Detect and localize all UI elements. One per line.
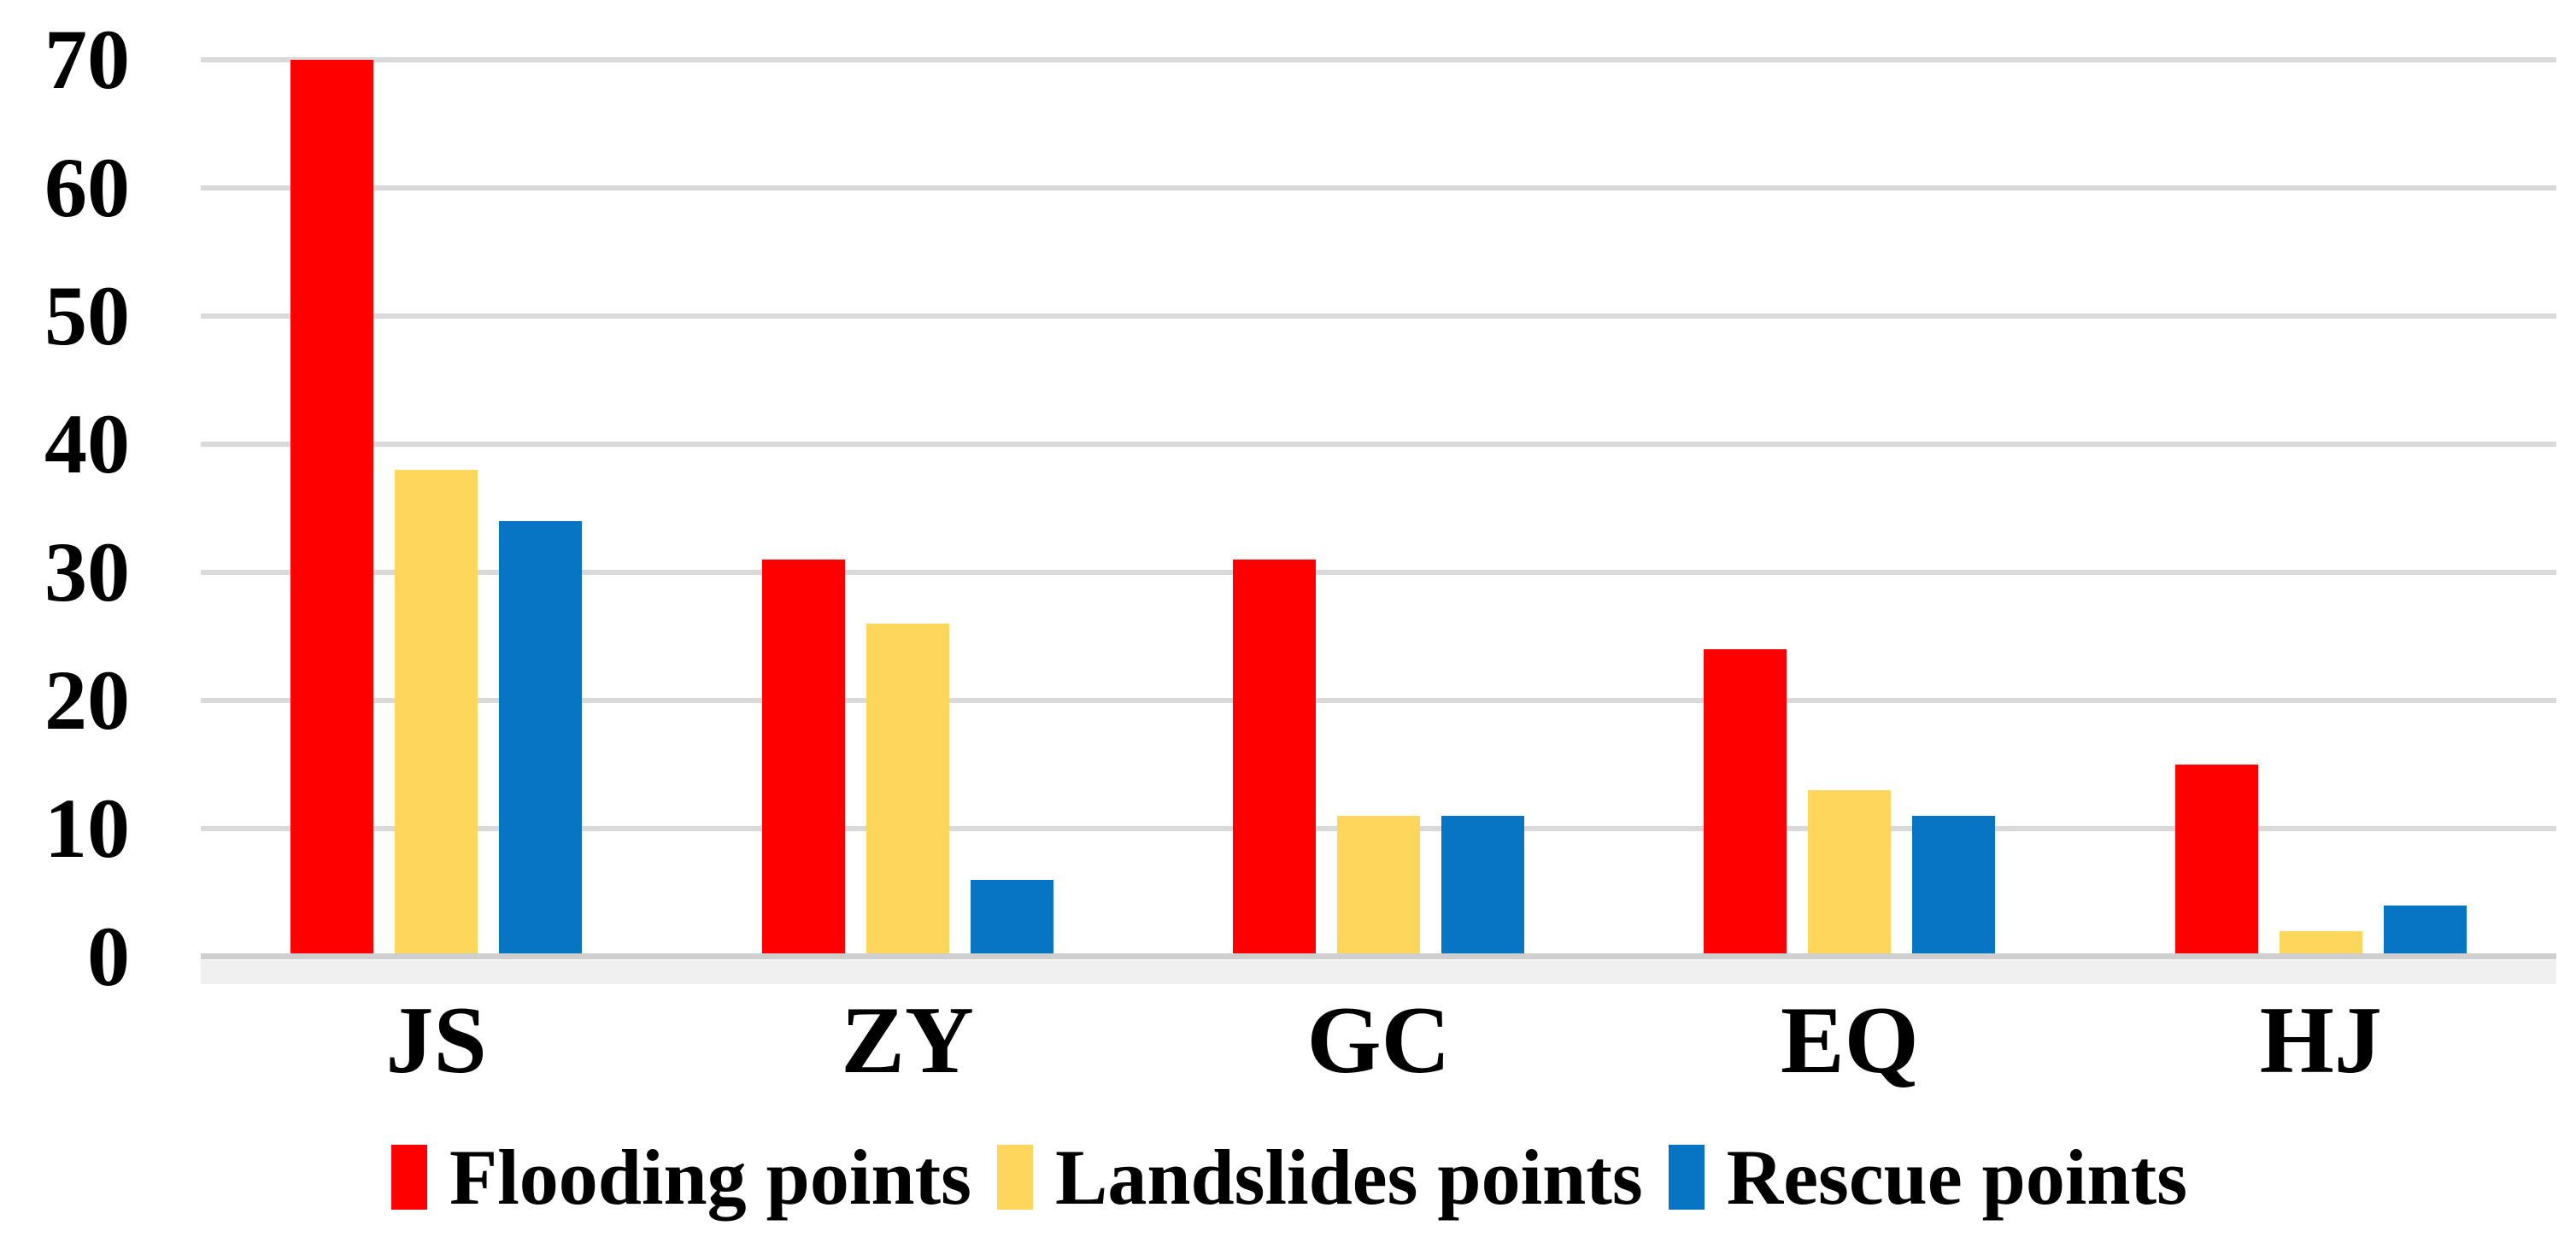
y-axis: 0 10 20 30 40 50 60 70 [0,0,130,1237]
bar-group-hj [2086,60,2556,957]
bar-flooding-points-js [290,60,374,957]
legend-label-flooding-points: Flooding points [449,1134,971,1221]
legend-label-rescue-points: Rescue points [1726,1134,2187,1221]
bar-group-eq [1614,60,2085,957]
bar-group-zy [672,60,1142,957]
bar-landslides-points-eq [1808,790,1892,957]
bar-rescue-points-eq [1912,816,1996,957]
gridline-20 [201,698,2556,703]
legend-marker-landslides-points [996,1145,1033,1210]
bar-flooding-points-eq [1704,649,1787,957]
legend-marker-flooding-points [391,1145,427,1210]
x-tick-label-hj: HJ [2259,988,2382,1093]
legend-label-landslides-points: Landslides points [1054,1134,1643,1221]
bar-group-js [201,60,672,957]
x-tick-label-eq: EQ [1780,988,1919,1093]
x-tick-label-gc: GC [1306,988,1451,1093]
x-tick-label-zy: ZY [841,988,974,1093]
legend: Flooding points Landslides points Rescue p… [391,1124,2187,1230]
y-tick-label-30: 30 [44,525,130,619]
legend-item-flooding-points: Flooding points [391,1130,971,1224]
x-tick-label-js: JS [385,988,487,1093]
y-tick-label-0: 0 [87,909,130,1004]
gridline-40 [201,442,2556,447]
x-axis-line [201,953,2556,959]
y-tick-label-60: 60 [44,140,130,235]
bar-rescue-points-zy [970,880,1053,957]
y-tick-label-70: 70 [44,12,130,107]
gridline-50 [201,314,2556,319]
plot-area [201,57,2556,959]
legend-marker-rescue-points [1668,1145,1705,1210]
bar-landslides-points-zy [866,624,949,957]
y-tick-label-20: 20 [44,653,130,747]
bar-rescue-points-js [499,521,583,957]
bar-rescue-points-gc [1441,816,1524,957]
y-tick-label-50: 50 [44,268,130,363]
legend-item-landslides-points: Landslides points [996,1130,1643,1224]
y-tick-label-40: 40 [44,396,130,491]
gridline-70 [201,57,2556,62]
bar-landslides-points-gc [1336,816,1420,957]
gridline-60 [201,185,2556,191]
bar-rescue-points-hj [2383,906,2467,957]
bar-flooding-points-zy [761,560,845,957]
gridline-30 [201,570,2556,575]
legend-item-rescue-points: Rescue points [1668,1130,2187,1224]
bar-flooding-points-gc [1232,560,1316,957]
bar-flooding-points-hj [2174,765,2258,957]
y-tick-label-10: 10 [44,781,130,876]
axis-shadow-band [201,960,2556,984]
bar-landslides-points-hj [2279,931,2362,957]
bar-landslides-points-js [395,470,478,957]
bar-group-gc [1143,60,1614,957]
